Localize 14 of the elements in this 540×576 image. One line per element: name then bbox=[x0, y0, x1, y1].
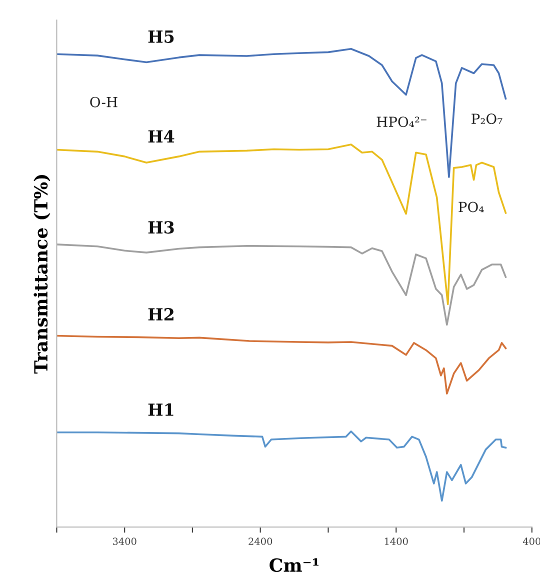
series-label: H1 bbox=[148, 403, 174, 416]
annotation: O-H bbox=[90, 96, 118, 108]
series-label: H4 bbox=[148, 130, 174, 142]
annotation: HPO₄²⁻ bbox=[376, 116, 426, 128]
series-label: H5 bbox=[148, 30, 174, 43]
y-axis-title: Transmittance (T%) bbox=[34, 175, 50, 374]
x-tick-label: 3400 bbox=[112, 538, 136, 545]
x-axis-title: Cm⁻¹ bbox=[270, 558, 319, 572]
annotation: PO₄ bbox=[458, 202, 484, 212]
series-label: H2 bbox=[148, 308, 174, 320]
series-label: H3 bbox=[148, 221, 174, 234]
annotation: P₂O₇ bbox=[472, 114, 502, 124]
x-tick-label: 2400 bbox=[248, 538, 272, 545]
x-tick-label: 1400 bbox=[384, 538, 408, 545]
